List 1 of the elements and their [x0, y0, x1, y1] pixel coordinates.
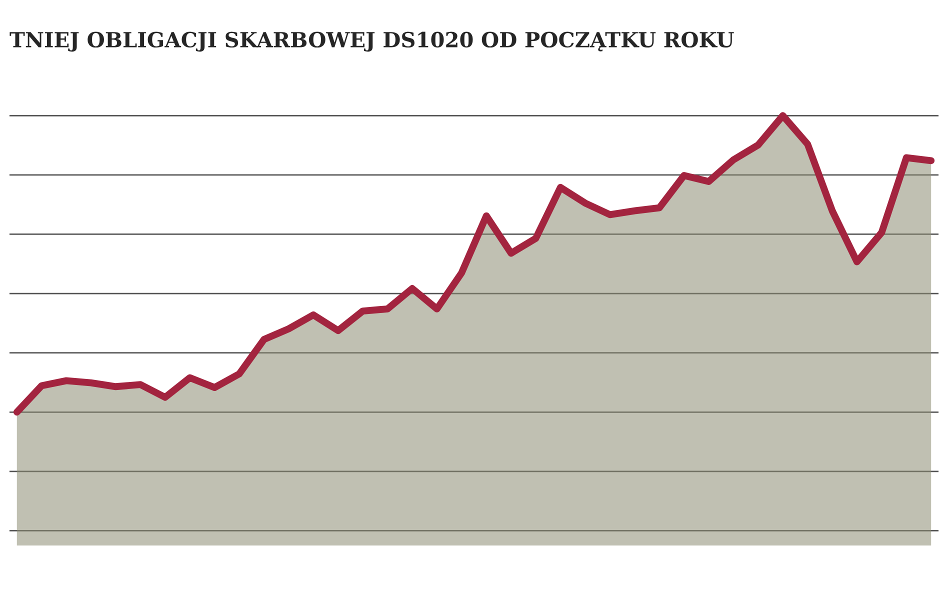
chart-title: TNIEJ OBLIGACJI SKARBOWEJ DS1020 OD POCZĄTKU ROKU — [10, 32, 734, 52]
